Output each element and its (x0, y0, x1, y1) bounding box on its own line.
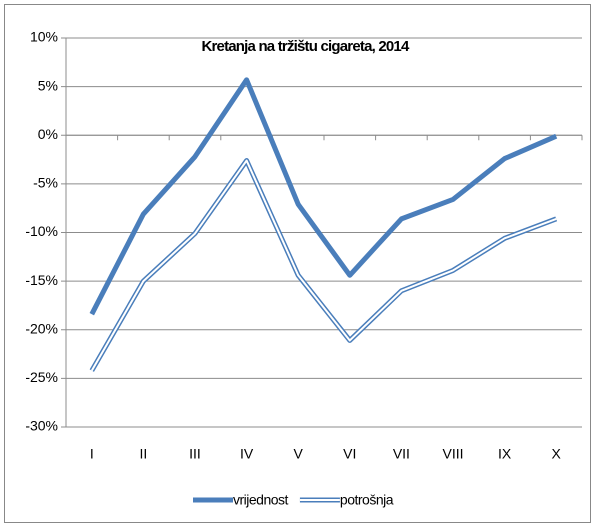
x-tick-label: IX (498, 446, 512, 462)
y-tick-label: -25% (25, 369, 58, 385)
y-tick-label: -10% (25, 223, 58, 239)
chart-title: Kretanja na tržištu cigareta, 2014 (201, 38, 410, 55)
y-tick-label: 0% (38, 126, 58, 142)
series-line-inner (90, 159, 557, 372)
x-tick-label: V (294, 446, 304, 462)
x-tick-label: VII (393, 446, 410, 462)
y-tick-label: -15% (25, 272, 58, 288)
x-tick-label: VI (343, 446, 356, 462)
x-tick-label: IV (240, 446, 254, 462)
y-tick-label: -30% (25, 418, 58, 434)
y-tick-label: -20% (25, 320, 58, 336)
y-tick-label: 5% (38, 77, 58, 93)
x-tick-label: X (552, 446, 562, 462)
x-tick-label: VIII (442, 446, 463, 462)
y-tick-label: 10% (30, 29, 58, 45)
y-tick-label: -5% (33, 175, 58, 191)
legend-label: potrošnja (340, 492, 394, 508)
series-line (89, 77, 558, 316)
x-tick-label: I (90, 446, 94, 462)
chart-frame (4, 4, 591, 523)
legend-label: vrijednost (233, 492, 289, 508)
x-tick-label: III (189, 446, 201, 462)
x-tick-label: II (140, 446, 148, 462)
